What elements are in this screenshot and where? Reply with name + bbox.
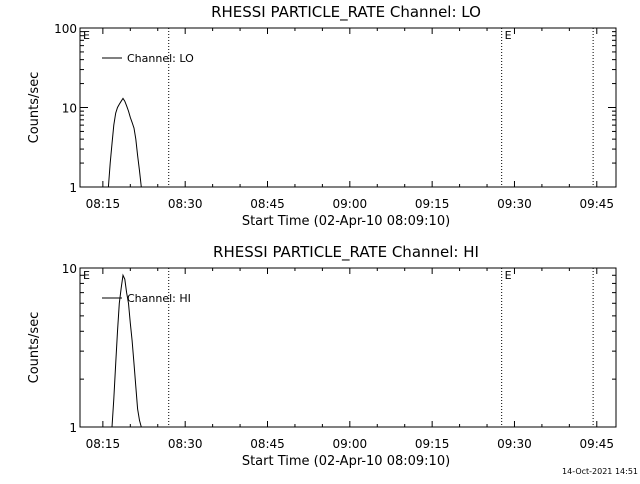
x-tick-label: 09:00 (333, 437, 368, 451)
x-axis-label: Start Time (02-Apr-10 08:09:10) (242, 454, 450, 469)
panel-lo: RHESSI PARTICLE_RATE Channel: LO 08:15 08… (27, 3, 617, 229)
x-tick-label: 08:30 (168, 197, 203, 211)
legend-label: Channel: HI (127, 292, 191, 305)
x-tick-label: 09:00 (333, 197, 368, 211)
x-tick-label: 09:30 (497, 437, 532, 451)
series-lines (111, 273, 142, 428)
panel-title: RHESSI PARTICLE_RATE Channel: HI (213, 243, 479, 262)
x-tick-label: 08:15 (86, 437, 121, 451)
panel-title: RHESSI PARTICLE_RATE Channel: LO (211, 3, 481, 22)
y-tick-label: 1 (69, 181, 77, 195)
y-tick-label: 1 (69, 421, 77, 435)
vertical-marker-lines (168, 28, 594, 187)
y-axis-label: Counts/sec (27, 72, 42, 144)
series-lines (107, 97, 142, 188)
x-tick-label: 08:45 (250, 437, 285, 451)
event-marker-label: E (505, 29, 512, 42)
y-tick-label: 10 (62, 262, 77, 276)
axis-ticks: 08:15 08:30 08:45 09:00 09:15 09:30 09:45 1 10 10… (54, 22, 616, 211)
vertical-marker-lines (168, 268, 594, 427)
y-tick-label: 100 (54, 22, 77, 36)
series-line (111, 273, 142, 428)
x-tick-label: 09:45 (579, 437, 614, 451)
x-axis-label: Start Time (02-Apr-10 08:09:10) (242, 214, 450, 229)
event-marker-label: E (83, 29, 90, 42)
x-tick-label: 09:15 (415, 197, 450, 211)
event-marker-label: E (83, 269, 90, 282)
event-marker-label: E (505, 269, 512, 282)
series-line (107, 97, 142, 188)
axis-ticks: 08:15 08:30 08:45 09:00 09:15 09:30 09:45 1 10 (62, 262, 616, 451)
y-axis-label: Counts/sec (27, 312, 42, 384)
legend: Channel: HI (102, 292, 191, 305)
y-tick-label: 10 (62, 102, 77, 116)
x-tick-label: 08:45 (250, 197, 285, 211)
panel-hi: RHESSI PARTICLE_RATE Channel: HI 08:15 08… (27, 243, 617, 469)
plot-timestamp: 14-Oct-2021 14:51 (562, 467, 638, 476)
x-tick-label: 09:15 (415, 437, 450, 451)
x-tick-label: 08:30 (168, 437, 203, 451)
x-tick-label: 09:30 (497, 197, 532, 211)
x-tick-label: 09:45 (579, 197, 614, 211)
legend: Channel: LO (102, 52, 194, 65)
legend-label: Channel: LO (127, 52, 194, 65)
plot-frame (79, 267, 617, 428)
x-tick-label: 08:15 (86, 197, 121, 211)
